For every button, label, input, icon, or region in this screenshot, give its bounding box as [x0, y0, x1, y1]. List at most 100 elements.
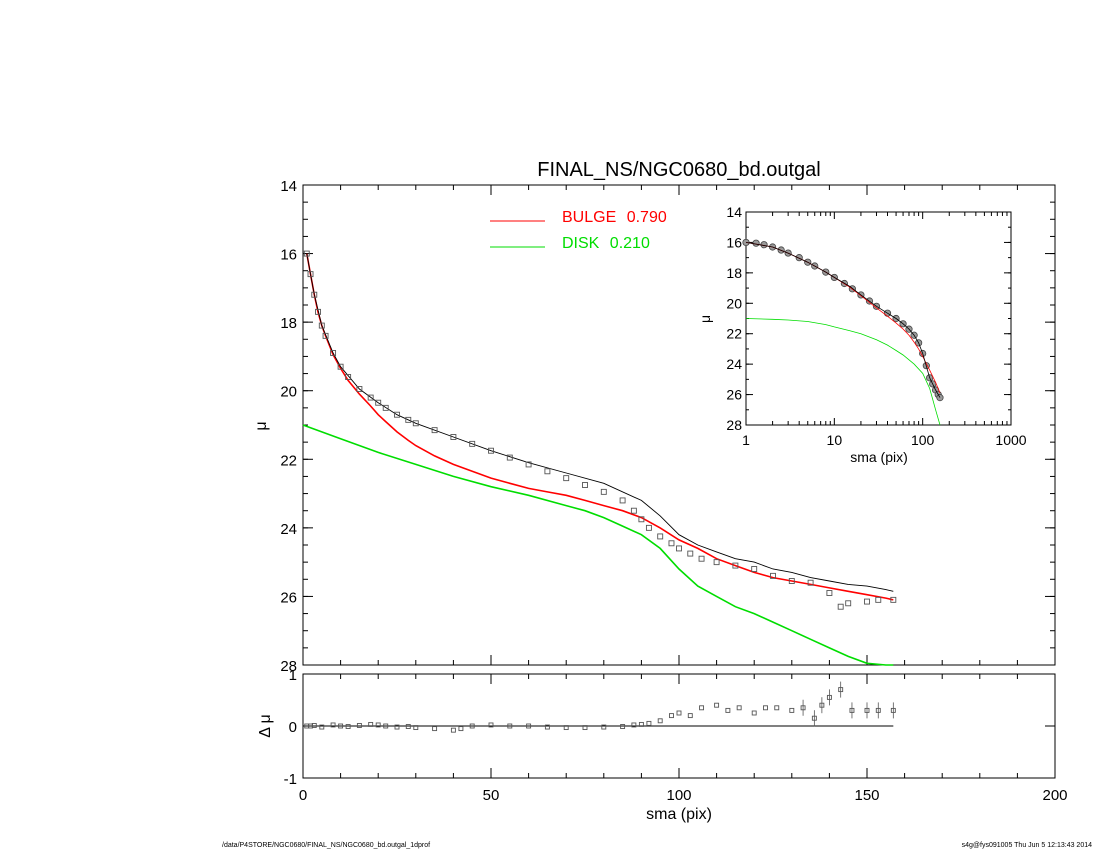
residual-point — [826, 694, 832, 700]
x-tick-label: 200 — [1042, 787, 1067, 804]
main-series-disk — [302, 424, 894, 666]
residual-point — [669, 713, 674, 719]
residual-point — [774, 705, 780, 711]
inset-data-point — [760, 241, 768, 249]
residual-point — [811, 715, 817, 721]
residual-point — [789, 707, 795, 713]
residual-point — [736, 705, 742, 711]
main-profile-panel: 14 16 18 20 22 24 26 28 μ — [253, 178, 1056, 675]
residual-plot-area — [303, 681, 896, 733]
inset-plot-area — [742, 238, 944, 426]
main-data-point — [837, 603, 844, 610]
residual-point — [413, 725, 419, 731]
main-data-point — [382, 404, 389, 411]
residual-point — [432, 726, 438, 732]
residual-point — [657, 718, 663, 724]
main-y-tick-label: 14 — [280, 178, 297, 195]
main-data-point — [890, 596, 897, 603]
chart-title: FINAL_NS/NGC0680_bd.outgal — [537, 159, 821, 181]
main-y-tick-label: 22 — [280, 452, 297, 469]
main-data-point — [405, 416, 412, 423]
main-y-tick-label: 26 — [280, 589, 297, 606]
main-data-point — [307, 271, 314, 278]
legend-disk-value: 0.210 — [610, 235, 650, 252]
residual-point — [601, 724, 607, 730]
inset-y-tick-label: 14 — [726, 204, 742, 220]
main-data-point — [713, 559, 720, 566]
residual-y-tick-label: 1 — [289, 667, 297, 684]
residual-point — [763, 705, 768, 711]
residual-point — [890, 707, 896, 713]
main-data-point — [488, 447, 494, 454]
main-data-point — [375, 399, 382, 406]
main-data-point — [345, 374, 352, 380]
main-data-point — [638, 516, 645, 523]
inset-frame — [745, 211, 1012, 426]
inset-axis-ticks: 14 16 18 20 22 24 26 281 10 100 1000 — [726, 204, 1026, 448]
main-data-point — [732, 562, 739, 569]
residual-point — [368, 721, 374, 727]
residual-point — [330, 722, 336, 728]
legend-bulge-name: BULGE — [562, 209, 616, 226]
main-data-point — [315, 308, 321, 315]
residual-point — [458, 726, 464, 732]
residual-point — [620, 724, 626, 729]
residual-point — [507, 723, 513, 729]
residual-point — [849, 707, 855, 713]
x-tick-label: 0 — [299, 787, 307, 804]
main-data-point — [525, 461, 532, 468]
residual-point — [699, 705, 705, 711]
inset-y-tick-label: 28 — [726, 417, 742, 433]
residual-point — [488, 722, 494, 728]
inset-x-tick-label: 1 — [742, 432, 750, 448]
main-data-point — [676, 545, 682, 552]
residual-point — [725, 707, 731, 713]
residual-point — [646, 720, 652, 726]
inset-x-tick-label: 10 — [827, 432, 843, 448]
main-data-point — [826, 590, 833, 596]
main-data-point — [630, 507, 637, 514]
main-data-point — [318, 322, 325, 329]
residual-point — [631, 722, 637, 728]
residual-point — [687, 713, 693, 719]
residual-point — [544, 724, 550, 730]
main-data-point — [506, 454, 513, 461]
main-data-point — [875, 596, 882, 603]
main-data-point — [337, 363, 344, 370]
residual-point — [676, 710, 682, 716]
main-axis-ticks: 14 16 18 20 22 24 26 28 — [280, 178, 1056, 675]
residual-y-tick-label: 0 — [289, 719, 297, 736]
main-y-tick-label: 16 — [280, 247, 297, 264]
residual-point — [714, 702, 720, 708]
residual-y-tick-label: -1 — [284, 771, 297, 788]
residual-point — [338, 723, 344, 729]
x-tick-label: 100 — [666, 787, 691, 804]
inset-y-tick-label: 18 — [726, 265, 742, 281]
main-data-point — [303, 250, 310, 257]
legend-disk-name: DISK — [562, 235, 600, 252]
residual-point — [319, 724, 325, 730]
residual-point — [383, 723, 389, 729]
residual-point — [875, 707, 881, 713]
inset-y-tick-label: 20 — [726, 295, 742, 311]
main-data-point — [367, 394, 374, 401]
main-y-axis-label: μ — [253, 421, 270, 430]
legend-bulge-value: 0.790 — [627, 209, 667, 226]
footer-path: /data/P4STORE/NGC0680/FINAL_NS/NGC0680_b… — [222, 842, 431, 849]
main-data-point — [619, 497, 626, 504]
inset-y-tick-label: 22 — [726, 326, 742, 342]
main-plot-area — [302, 250, 897, 666]
residual-point — [311, 723, 317, 728]
main-data-point — [645, 524, 652, 531]
main-y-tick-label: 24 — [280, 521, 297, 538]
footer-host-time: s4g@fys091005 Thu Jun 5 12:13:43 2014 — [961, 842, 1092, 849]
legend: BULGE 0.790 DISK 0.210 — [490, 209, 667, 252]
residual-point — [345, 724, 351, 729]
inset-x-axis-label: sma (pix) — [850, 449, 908, 465]
main-data-point — [563, 475, 570, 482]
main-data-point — [431, 427, 438, 434]
inset-y-tick-label: 26 — [726, 387, 742, 403]
inset-series-disk — [745, 318, 941, 426]
